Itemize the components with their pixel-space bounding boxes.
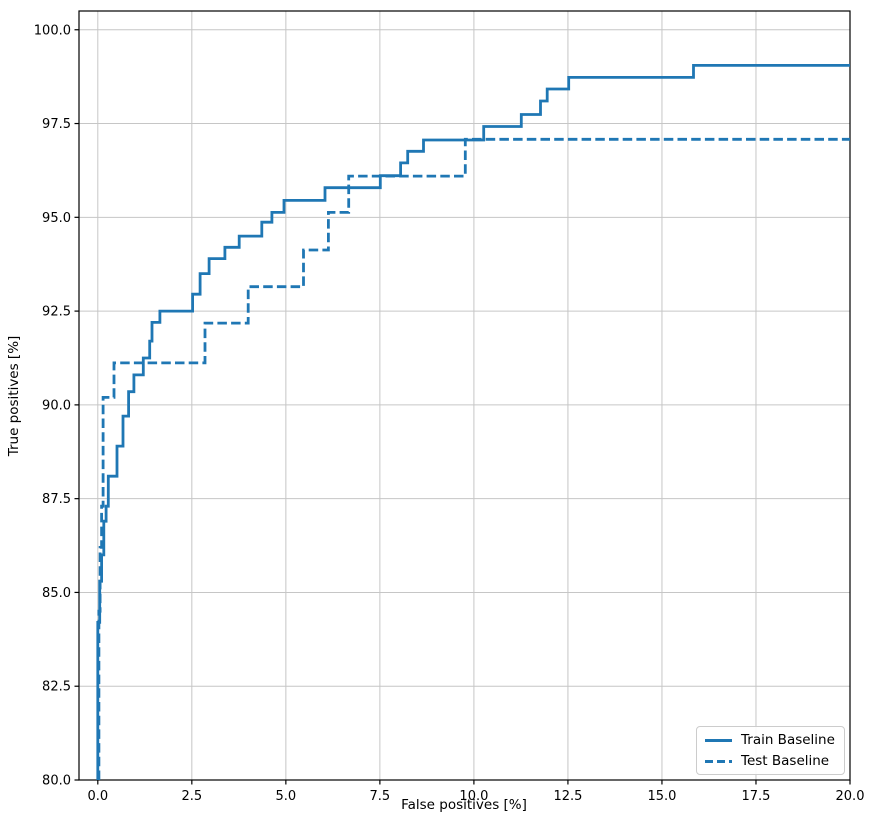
legend-item-test-baseline: Test Baseline [705, 753, 835, 769]
y-tick-label: 85.0 [42, 586, 71, 601]
x-tick-label: 7.5 [370, 789, 391, 804]
legend-label-test-baseline: Test Baseline [741, 753, 830, 769]
y-tick-label: 97.5 [42, 117, 71, 132]
x-tick-label: 5.0 [276, 789, 297, 804]
y-axis-label: True positives [%] [6, 335, 22, 457]
plot-border [78, 10, 851, 781]
x-tick-label: 12.5 [553, 789, 582, 804]
legend: Train Baseline Test Baseline [696, 726, 845, 775]
x-tick-label: 15.0 [647, 789, 676, 804]
y-tick-label: 95.0 [42, 211, 71, 226]
grid [79, 11, 851, 781]
y-axis: 80.0 82.5 85.0 87.5 90.0 92.5 95.0 97.5 100.0 [34, 23, 79, 789]
legend-label-train-baseline: Train Baseline [741, 732, 835, 748]
y-tick-label: 92.5 [42, 305, 71, 320]
x-tick-label: 0.0 [87, 789, 108, 804]
y-tick-label: 90.0 [42, 398, 71, 413]
x-tick-label: 2.5 [181, 789, 202, 804]
x-tick-label: 10.0 [459, 789, 488, 804]
y-tick-label: 82.5 [42, 680, 71, 695]
y-tick-label: 100.0 [34, 23, 71, 38]
test-baseline-line-sample [705, 759, 732, 763]
y-tick-label: 87.5 [42, 492, 71, 507]
train-baseline-line-sample [705, 738, 732, 742]
x-tick-label: 20.0 [836, 789, 865, 804]
x-axis: 0.0 2.5 5.0 7.5 10.0 12.5 15.0 17.5 20.0 [87, 780, 864, 804]
train-baseline-line [96, 64, 850, 780]
legend-item-train-baseline: Train Baseline [705, 732, 835, 748]
y-tick-label: 80.0 [42, 774, 71, 789]
x-tick-label: 17.5 [741, 789, 770, 804]
x-axis-label: False positives [%] [401, 797, 527, 813]
test-baseline-line [97, 137, 850, 780]
